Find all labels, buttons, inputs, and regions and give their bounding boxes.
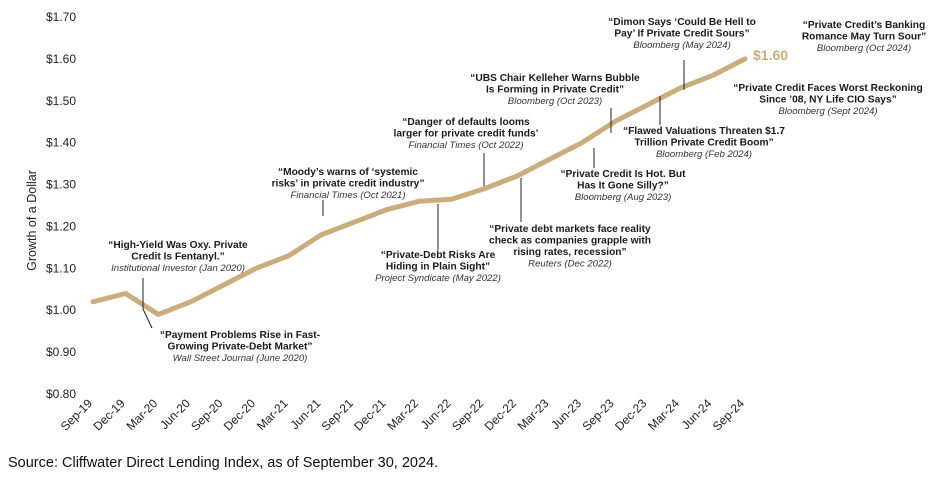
x-tick-label: Sep-20 (188, 396, 225, 433)
x-tick-label: Sep-19 (58, 396, 95, 433)
y-tick-label: $1.30 (46, 178, 76, 192)
annotation-headline: “Flawed Valuations Threaten $1.7 (623, 126, 785, 137)
y-tick-label: $1.00 (46, 303, 76, 317)
annotation: “Flawed Valuations Threaten $1.7Trillion… (623, 96, 785, 160)
annotation-headline: “Dimon Says ‘Could Be Hell to (608, 17, 756, 28)
chart: $0.80 $0.90 $1.00 $1.10 $1.20 $1.30 $1.40 $1.50… (25, 10, 926, 433)
annotation-headline: “Private Credit Faces Worst Reckoning (733, 83, 922, 94)
annotation-headline: Credit Is Fentanyl.” (131, 252, 224, 263)
annotation-source: Institutional Investor (Jan 2020) (111, 263, 245, 274)
annotation-source: Bloomberg (May 2024) (633, 40, 731, 51)
series-line (90, 56, 748, 317)
annotation-headline: Is Forming in Private Credit” (486, 85, 624, 96)
annotation-source: Wall Street Journal (June 2020) (173, 353, 308, 364)
annotation-headline: “High-Yield Was Oxy. Private (108, 240, 248, 251)
annotation-source: Bloomberg (Sept 2024) (778, 106, 877, 117)
annotation-source: Project Syndicate (May 2022) (375, 273, 501, 284)
y-tick-label: $1.40 (46, 136, 76, 150)
annotation-headline: “Moody’s warns of ‘systemic (278, 167, 418, 178)
y-axis-title: Growth of a Dollar (25, 170, 39, 271)
x-tick-label: Jun-21 (287, 396, 323, 432)
annotation-source: Financial Times (Oct 2022) (408, 140, 523, 151)
annotation-headline: Hiding in Plain Sight” (386, 262, 490, 273)
annotation-headline: Growing Private-Debt Market” (168, 342, 313, 353)
annotation-headline: “Private Credit Is Hot. But (560, 169, 686, 180)
x-tick-label: Dec-20 (221, 396, 258, 433)
x-tick-label: Jun-24 (679, 396, 715, 432)
annotation-headline: risks’ in private credit industry” (272, 179, 425, 190)
y-tick-label: $1.50 (46, 94, 76, 108)
annotation-headline: “Private Credit’s Banking (803, 20, 925, 31)
x-tick-label: Sep-21 (319, 396, 356, 433)
annotation-headline: Has It Gone Silly?” (577, 181, 669, 192)
annotation-source: Bloomberg (Feb 2024) (656, 149, 752, 160)
source-note: Source: Cliffwater Direct Lending Index,… (8, 455, 439, 471)
annotation: “Private debt markets face realitycheck … (489, 178, 651, 270)
annotation-headline: Trillion Private Credit Boom” (634, 138, 773, 149)
annotation-headline: check as companies grapple with (489, 236, 651, 247)
annotation-headline: larger for private credit funds’ (394, 129, 539, 140)
y-tick-label: $1.60 (46, 52, 76, 66)
annotation-source: Financial Times (Oct 2021) (290, 190, 405, 201)
x-tick-label: Sep-23 (579, 396, 616, 433)
x-tick-label: Dec-23 (612, 396, 649, 433)
x-tick-label: Dec-19 (90, 396, 127, 433)
x-axis: Sep-19Dec-19Mar-20Jun-20Sep-20Dec-20Mar-… (58, 396, 747, 433)
y-tick-label: $1.20 (46, 219, 76, 233)
x-tick-label: Mar-20 (124, 396, 161, 433)
x-tick-label: Mar-23 (515, 396, 552, 433)
annotation-source: Bloomberg (Oct 2024) (817, 43, 911, 54)
annotation-headline: Pay’ If Private Credit Sours” (614, 29, 749, 40)
annotation-source: Bloomberg (Oct 2023) (508, 96, 602, 107)
x-tick-label: Mar-22 (384, 396, 421, 433)
y-tick-label: $1.10 (46, 261, 76, 275)
x-tick-label: Dec-22 (482, 396, 519, 433)
x-tick-label: Sep-24 (710, 396, 747, 433)
annotation-headline: “Private debt markets face reality (489, 224, 651, 235)
y-tick-label: $0.80 (46, 387, 76, 401)
x-tick-label: Sep-22 (449, 396, 486, 433)
annotation-headline: rising rates, recession” (513, 247, 626, 258)
x-tick-label: Mar-24 (645, 396, 682, 433)
end-value-label: $1.60 (753, 47, 788, 63)
x-tick-label: Jun-23 (548, 396, 584, 432)
x-tick-label: Dec-21 (351, 396, 388, 433)
y-tick-label: $1.70 (46, 10, 76, 24)
x-tick-label: Jun-20 (157, 396, 193, 432)
annotation-headline: Romance May Turn Sour” (802, 32, 926, 43)
x-tick-label: Jun-22 (418, 396, 454, 432)
annotation-headline: “Private-Debt Risks Are (381, 250, 496, 261)
annotation-headline: Since ’08, NY Life CIO Says” (759, 95, 896, 106)
x-tick-label: Mar-21 (254, 396, 291, 433)
annotation-headline: “UBS Chair Kelleher Warns Bubble (470, 73, 640, 84)
y-tick-label: $0.90 (46, 345, 76, 359)
annotation: “Payment Problems Rise in Fast-Growing P… (142, 308, 320, 364)
annotation-headline: “Payment Problems Rise in Fast- (160, 330, 320, 341)
annotation-source: Reuters (Dec 2022) (528, 259, 612, 270)
annotation-leader-line (142, 308, 153, 329)
annotation-source: Bloomberg (Aug 2023) (575, 192, 672, 203)
y-axis: $0.80 $0.90 $1.00 $1.10 $1.20 $1.30 $1.40 $1.50… (46, 10, 76, 401)
annotation-headline: “Danger of defaults looms (402, 117, 530, 128)
annotation: “Private Credit Faces Worst ReckoningSin… (733, 83, 922, 117)
